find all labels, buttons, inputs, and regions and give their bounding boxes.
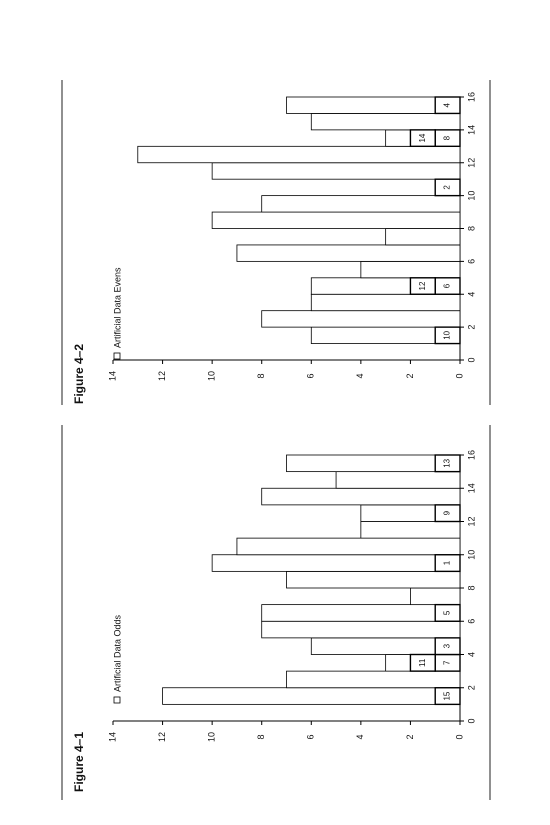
bar: [286, 670, 461, 689]
bar: [286, 96, 461, 114]
x-tick-label: 2: [466, 325, 476, 330]
x-tick-label: 14: [466, 125, 476, 135]
legend-marker: [113, 696, 121, 704]
y-tick-label: 0: [454, 734, 464, 739]
y-tick-label: 0: [454, 373, 464, 378]
box-label: 13: [443, 458, 452, 467]
box-label: 12: [418, 281, 427, 290]
y-tick-label: 4: [355, 373, 365, 378]
x-tick-label: 10: [466, 550, 476, 560]
bar: [261, 620, 461, 639]
box-label: 3: [443, 643, 452, 648]
y-tick-label: 10: [207, 371, 217, 381]
x-tick-label: 14: [466, 483, 476, 493]
label-box: [434, 96, 461, 115]
bar: [310, 113, 461, 131]
x-tick-label: 4: [466, 652, 476, 657]
bar: [385, 228, 461, 246]
box-label: 8: [443, 135, 452, 140]
bar: [236, 537, 461, 556]
y-tick-label: 6: [306, 373, 316, 378]
box-label: 15: [443, 691, 452, 700]
bar: [137, 145, 461, 164]
x-tick-label: 6: [466, 619, 476, 624]
bar: [335, 471, 461, 489]
bar: [360, 521, 461, 539]
y-tick-label: 12: [157, 732, 167, 742]
x-tick-label: 12: [466, 158, 476, 168]
box-label: 4: [443, 102, 452, 107]
label-box: [434, 326, 461, 345]
x-tick-label: 8: [466, 226, 476, 231]
box-label: 14: [418, 133, 427, 142]
chart-title: Figure 4–2: [72, 344, 86, 404]
x-tick-label: 8: [466, 585, 476, 590]
label-box: [409, 129, 436, 148]
label-box: [409, 653, 436, 672]
x-tick-label: 16: [466, 92, 476, 102]
bar: [211, 554, 461, 572]
x-tick-label: 0: [466, 357, 476, 362]
y-tick-label: 14: [107, 371, 117, 381]
legend-marker: [113, 352, 121, 360]
label-box: [409, 277, 436, 295]
bar: [261, 604, 461, 622]
x-tick-label: 16: [466, 450, 476, 460]
x-tick-label: 4: [466, 292, 476, 297]
box-label: 2: [443, 185, 452, 190]
bar: [261, 487, 461, 506]
box-label: 1: [443, 560, 452, 565]
bar: [360, 260, 461, 279]
box-label: 9: [443, 510, 452, 515]
bar: [236, 244, 461, 262]
x-tick-label: 6: [466, 259, 476, 264]
label-box: [434, 454, 461, 473]
box-label: 5: [443, 610, 452, 615]
bar: [261, 310, 461, 328]
bar: [410, 587, 461, 606]
box-label: 11: [418, 658, 427, 667]
bar: [286, 570, 461, 589]
box-label: 7: [443, 660, 452, 665]
bar: [211, 162, 461, 180]
y-tick-label: 2: [405, 373, 415, 378]
y-tick-label: 8: [256, 373, 266, 378]
bar: [162, 687, 461, 705]
label-box: [434, 504, 461, 523]
y-tick-label: 12: [157, 371, 167, 381]
x-tick-label: 2: [466, 685, 476, 690]
y-tick-label: 4: [355, 734, 365, 739]
y-tick-label: 6: [306, 734, 316, 739]
box-label: 10: [443, 330, 452, 339]
x-tick-label: 0: [466, 718, 476, 723]
y-tick-label: 2: [405, 734, 415, 739]
bar: [261, 195, 461, 213]
legend-label: Artificial Data Odds: [112, 614, 122, 692]
label-box: [434, 687, 461, 706]
label-box: [434, 554, 461, 573]
bar: [310, 293, 461, 312]
label-box: [434, 178, 461, 197]
bar: [286, 454, 461, 473]
y-tick-label: 14: [107, 732, 117, 742]
y-tick-label: 10: [207, 732, 217, 742]
label-box: [434, 637, 461, 656]
x-tick-label: 10: [466, 191, 476, 201]
box-label: 6: [443, 283, 452, 288]
legend-label: Artificial Data Evens: [112, 267, 122, 348]
x-tick-label: 12: [466, 516, 476, 526]
chart-title: Figure 4–1: [72, 732, 86, 792]
bar: [211, 211, 461, 229]
label-box: [434, 603, 461, 622]
y-tick-label: 8: [256, 734, 266, 739]
